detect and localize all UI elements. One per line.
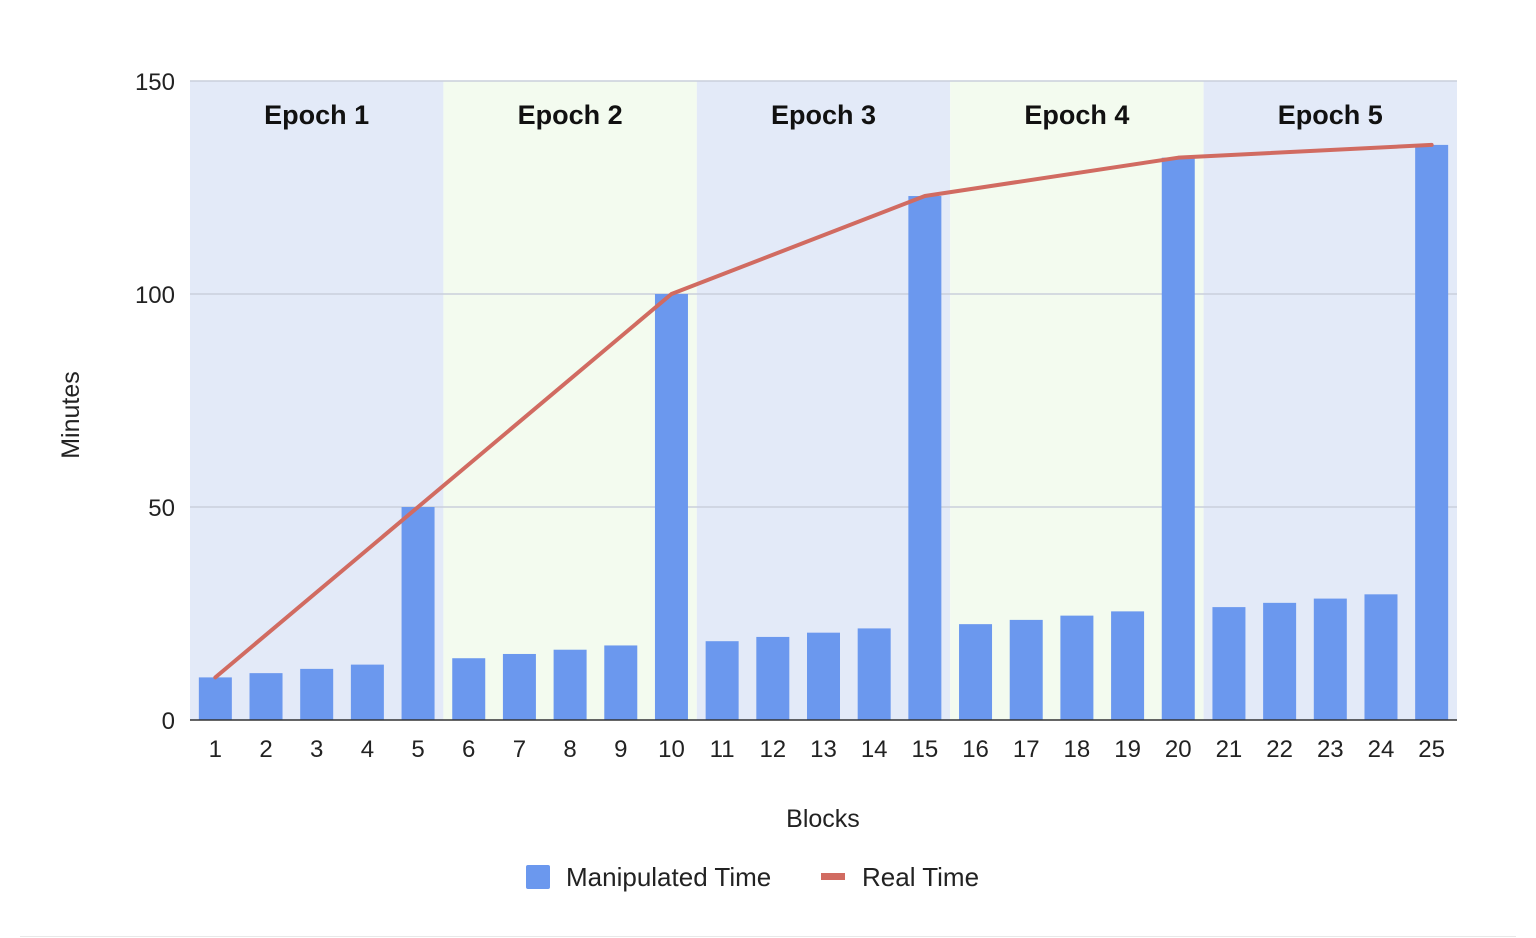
y-tick-label: 0 [162, 708, 175, 735]
epoch-label-5: Epoch 5 [1278, 100, 1383, 130]
epoch-label-2: Epoch 2 [518, 100, 623, 130]
bar-block-11 [705, 641, 739, 720]
y-tick-label: 50 [148, 495, 175, 522]
x-tick-label: 1 [209, 736, 222, 763]
bar-block-8 [553, 649, 587, 720]
x-tick-label: 21 [1216, 736, 1243, 763]
legend: Manipulated Time Real Time [526, 862, 979, 892]
x-tick-label: 7 [513, 736, 526, 763]
bar-block-17 [1009, 619, 1043, 720]
bar-block-3 [300, 668, 334, 720]
x-tick-label: 8 [563, 736, 576, 763]
bar-block-22 [1263, 602, 1297, 720]
x-tick-label: 2 [259, 736, 272, 763]
x-tick-label: 15 [912, 736, 939, 763]
bar-block-14 [857, 628, 891, 720]
x-tick-label: 18 [1064, 736, 1091, 763]
x-tick-label: 23 [1317, 736, 1344, 763]
x-tick-label: 25 [1418, 736, 1445, 763]
epoch-band-1 [190, 81, 444, 720]
bar-block-15 [908, 196, 942, 720]
x-tick-label: 22 [1266, 736, 1293, 763]
legend-label-real-time: Real Time [862, 862, 979, 892]
x-tick-label: 4 [361, 736, 374, 763]
x-tick-label: 11 [710, 736, 735, 763]
bar-block-1 [198, 677, 232, 720]
bottom-divider [20, 936, 1516, 937]
bar-block-21 [1212, 607, 1246, 720]
bar-block-23 [1313, 598, 1347, 720]
x-axis-title: Blocks [786, 805, 860, 833]
epoch-labels: Epoch 1 Epoch 2 Epoch 3 Epoch 4 Epoch 5 [264, 100, 1383, 130]
epoch-label-1: Epoch 1 [264, 100, 369, 130]
epoch-band-2 [443, 81, 697, 720]
bar-block-5 [401, 507, 435, 720]
x-tick-label: 14 [861, 736, 888, 763]
epoch-label-4: Epoch 4 [1024, 100, 1129, 130]
real-time-line [213, 142, 1434, 680]
x-tick-label: 5 [411, 736, 424, 763]
bar-block-6 [452, 658, 486, 720]
y-tick-label: 150 [135, 69, 175, 96]
bar-block-20 [1161, 157, 1195, 720]
bar-block-2 [249, 673, 283, 720]
x-tick-label: 9 [614, 736, 627, 763]
bar-series-manipulated-time [198, 144, 1449, 720]
x-tick-label: 16 [962, 736, 989, 763]
x-tick-label: 12 [759, 736, 786, 763]
y-tick-label: 100 [135, 282, 175, 309]
y-axis-title: Minutes [57, 371, 85, 459]
x-tick-label: 19 [1114, 736, 1141, 763]
bar-block-13 [807, 632, 840, 720]
legend-swatch-manipulated-time [526, 865, 550, 889]
x-tick-label: 24 [1368, 736, 1395, 763]
line-series-real-time [213, 142, 1434, 680]
x-tick-label: 3 [310, 736, 323, 763]
x-tick-label: 20 [1165, 736, 1192, 763]
bar-block-4 [350, 664, 384, 720]
bar-block-18 [1060, 615, 1094, 720]
legend-swatch-real-time [821, 873, 845, 880]
x-tick-label: 6 [462, 736, 475, 763]
bar-block-16 [959, 624, 993, 720]
bar-block-12 [756, 636, 790, 720]
bar-block-7 [502, 653, 536, 720]
epoch-band-3 [696, 81, 951, 720]
epoch-label-3: Epoch 3 [771, 100, 876, 130]
legend-label-manipulated-time: Manipulated Time [566, 862, 771, 892]
x-tick-label: 13 [810, 736, 837, 763]
bar-block-25 [1415, 144, 1449, 720]
gridlines [190, 80, 1457, 508]
bar-block-10 [654, 294, 688, 720]
bar-block-19 [1111, 611, 1145, 720]
bar-block-24 [1364, 594, 1398, 720]
bar-block-9 [604, 645, 638, 720]
x-tick-label: 17 [1013, 736, 1040, 763]
x-tick-label: 10 [658, 736, 685, 763]
